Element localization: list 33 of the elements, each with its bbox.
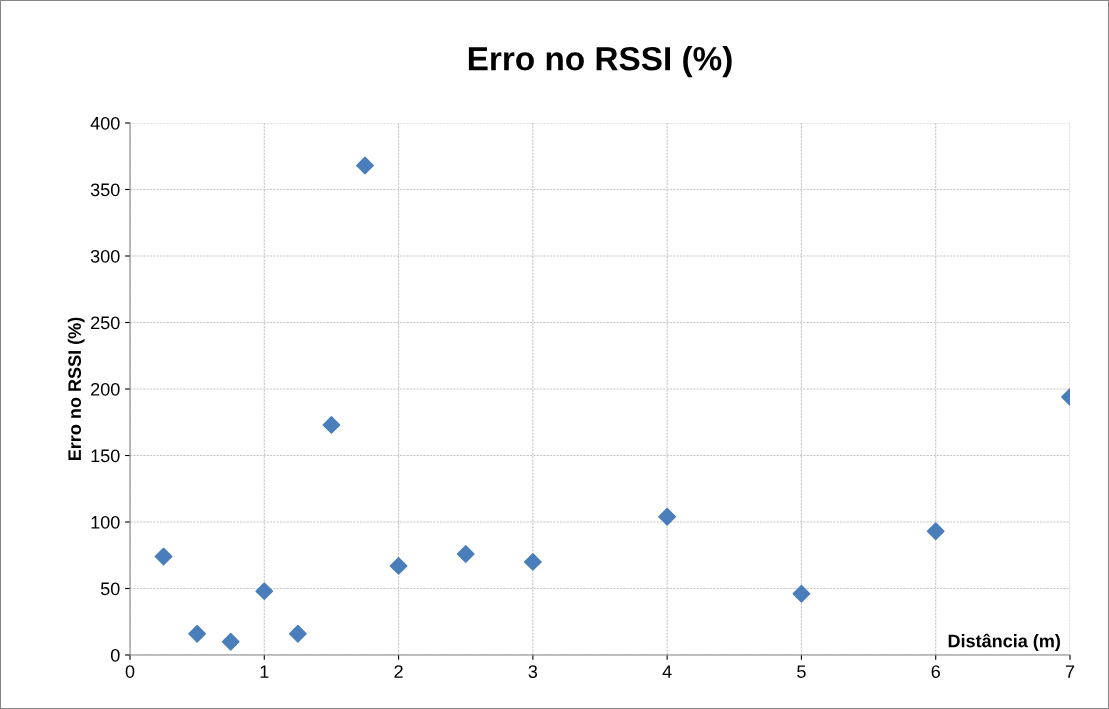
x-tick-label: 1: [260, 665, 269, 678]
point: [356, 156, 374, 175]
y-tick-label: 200: [91, 382, 120, 396]
point: [792, 584, 811, 603]
point: [322, 415, 341, 434]
point: [188, 624, 207, 643]
chart-title: Erro no RSSI (%): [468, 46, 732, 78]
y-tick-label: 100: [91, 515, 120, 529]
x-tick-label: 6: [931, 665, 940, 678]
point: [288, 624, 307, 643]
y-tick-label: 350: [90, 183, 120, 197]
point: [523, 552, 542, 571]
point: [154, 547, 173, 566]
y-axis-title: Erro no RSSI (%): [67, 317, 85, 461]
point: [926, 522, 945, 541]
x-axis-title: Distância (m): [948, 633, 1060, 651]
point: [389, 556, 408, 575]
x-tick-label: 3: [528, 665, 538, 678]
x-tick-label: 0: [125, 665, 135, 678]
point: [221, 632, 240, 651]
point: [255, 582, 274, 601]
y-tick-label: 250: [91, 316, 120, 330]
x-tick-label: 2: [394, 665, 403, 678]
x-tick-label: 4: [662, 665, 672, 678]
point: [658, 507, 677, 526]
y-tick-label: 400: [90, 116, 120, 130]
y-tick-label: 0: [110, 648, 120, 662]
point: [456, 545, 475, 563]
y-tick-label: 300: [90, 249, 120, 263]
x-tick-label: 5: [797, 665, 806, 678]
x-tick-label: 7: [1065, 665, 1075, 678]
y-tick-label: 50: [100, 582, 120, 596]
y-tick-label: 150: [91, 449, 120, 463]
